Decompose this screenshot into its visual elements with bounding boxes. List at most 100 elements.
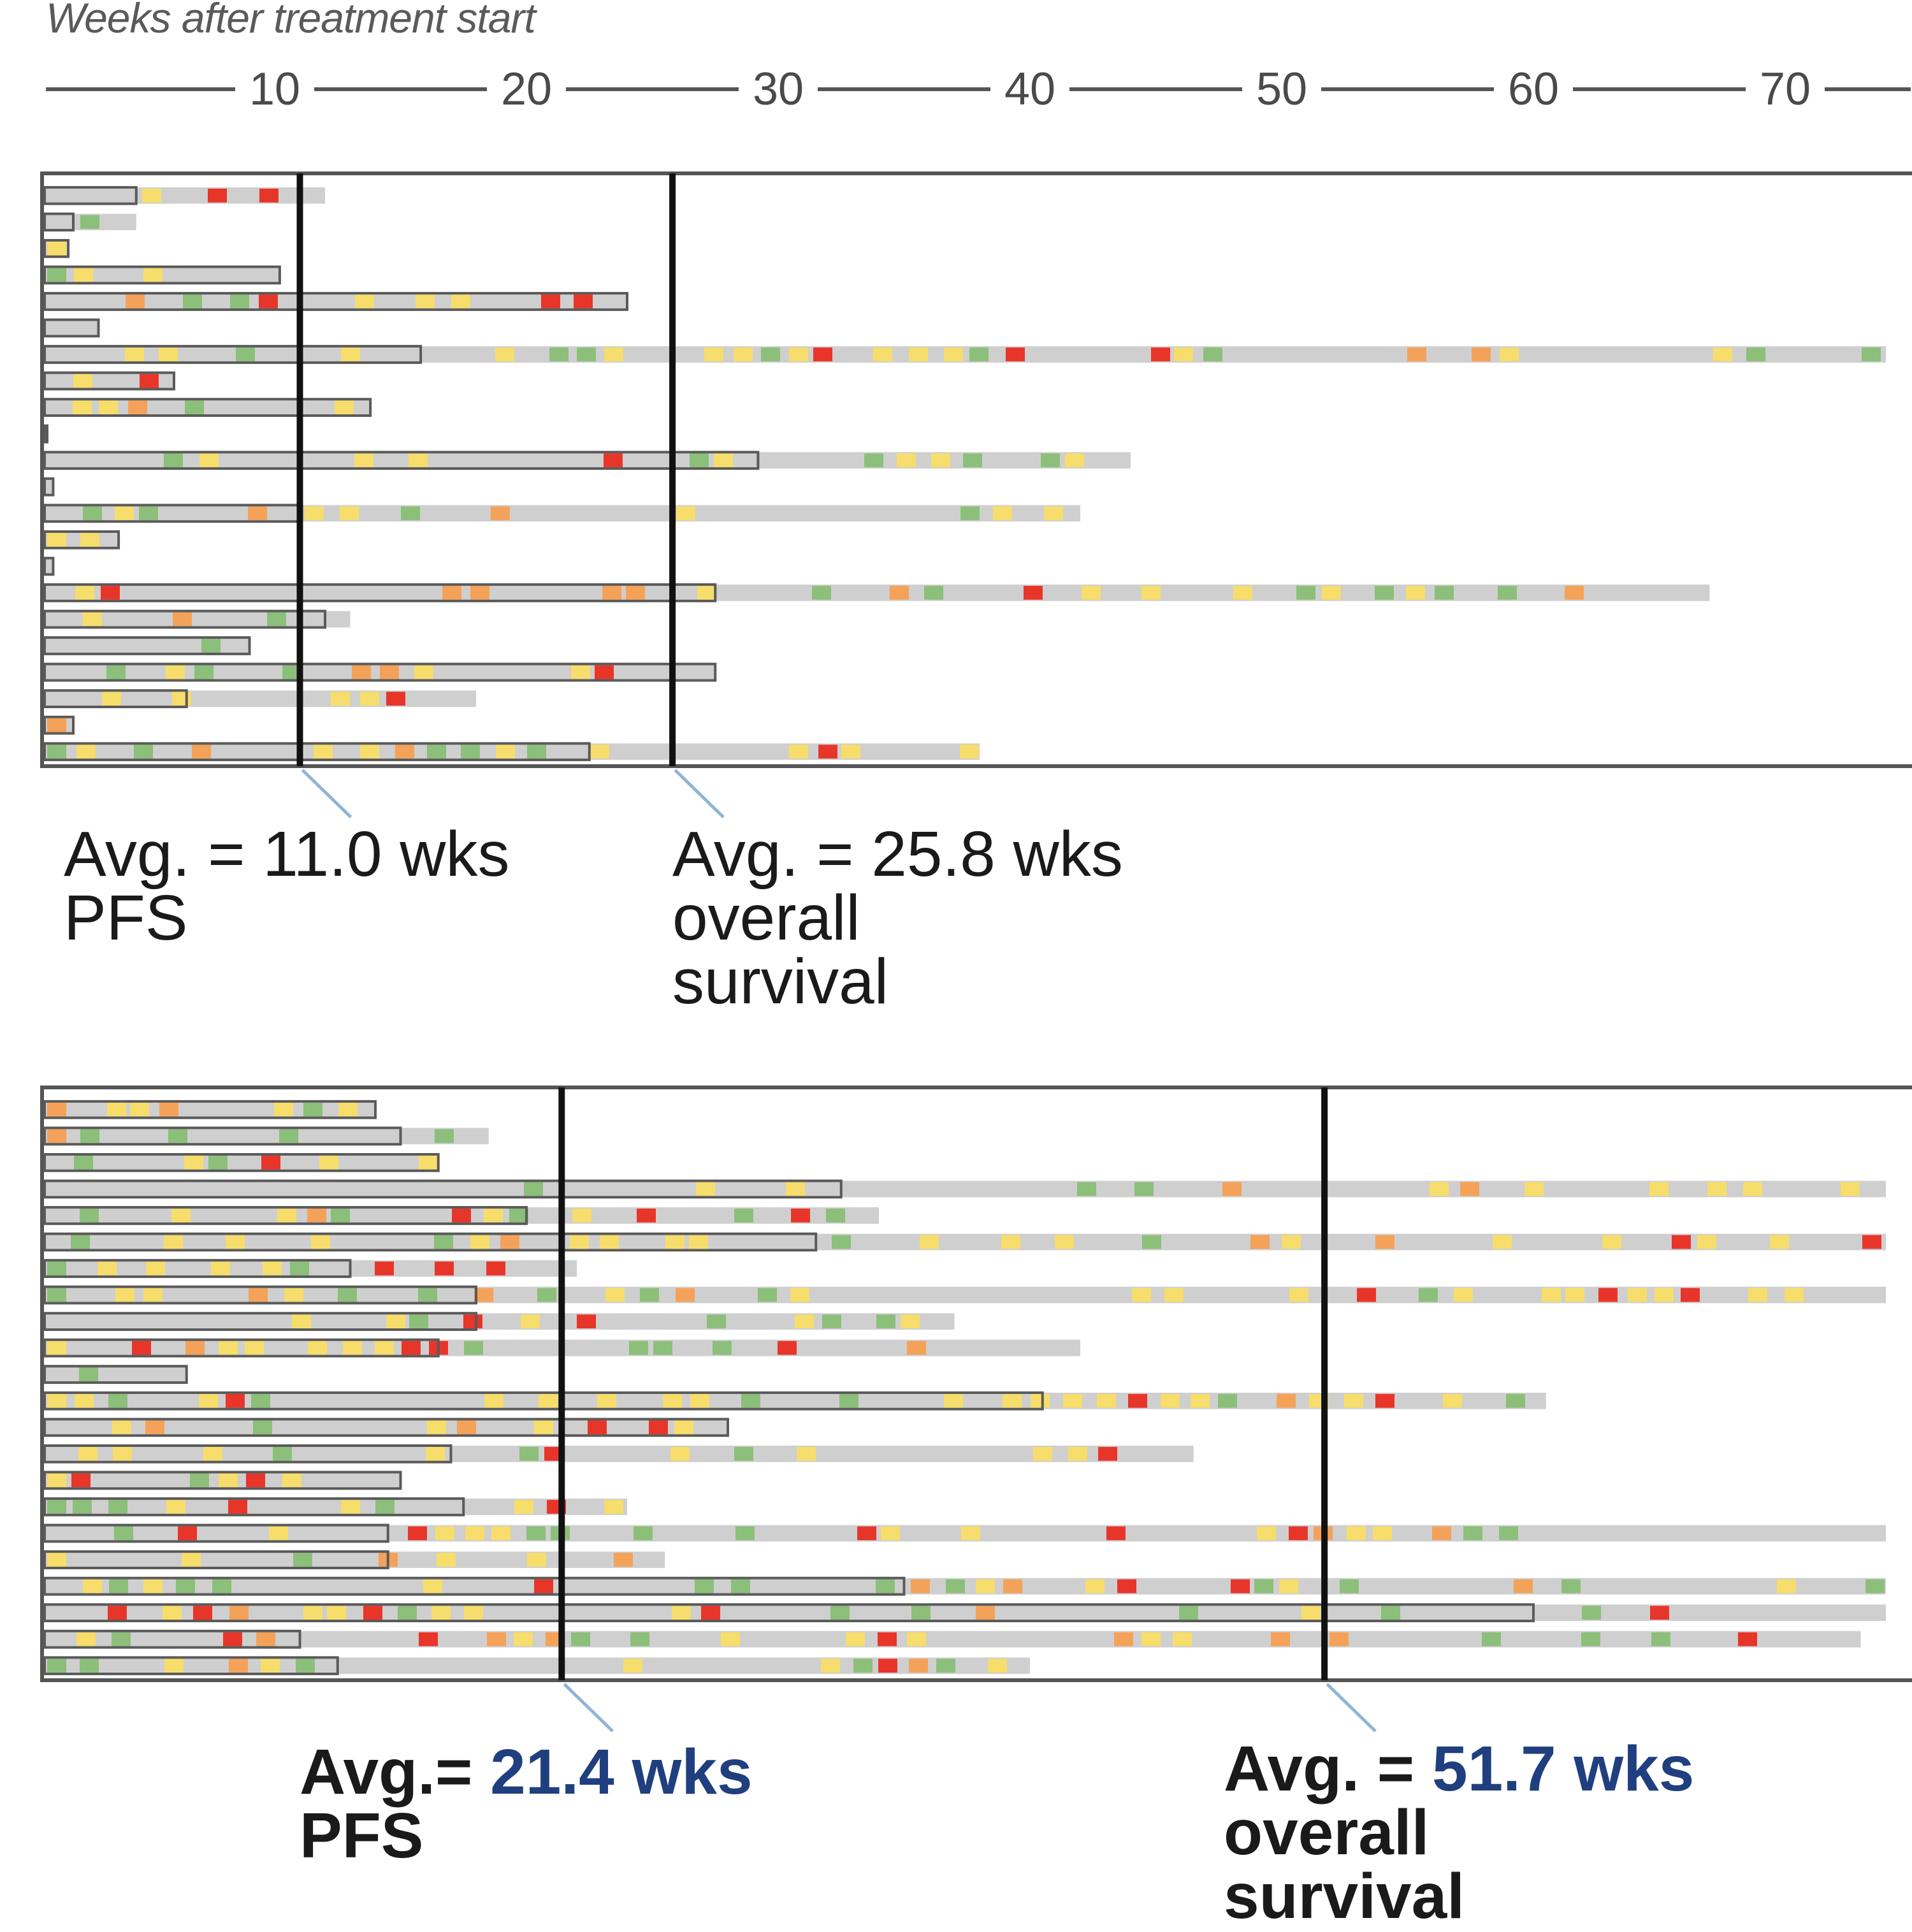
- visit-cell: [500, 1235, 519, 1249]
- visit-cell: [226, 1393, 245, 1408]
- visit-cell: [704, 347, 723, 361]
- visit-cell: [78, 1446, 98, 1461]
- visit-cell: [822, 1314, 841, 1329]
- visit-cell: [1141, 586, 1161, 600]
- visit-cell: [47, 1129, 66, 1144]
- visit-cell: [47, 718, 66, 732]
- visit-cell: [208, 188, 227, 203]
- visit-cell: [1748, 1288, 1767, 1302]
- visit-cell: [80, 1129, 99, 1144]
- visit-cell: [519, 1446, 539, 1461]
- visit-cell: [944, 347, 963, 361]
- visit-cell: [249, 1288, 268, 1302]
- visit-cell: [600, 1235, 619, 1249]
- pfs-outline: [43, 1497, 465, 1516]
- visit-cell: [212, 1579, 231, 1594]
- pfs-outline: [43, 424, 48, 444]
- visit-cell: [107, 1102, 126, 1117]
- os-bar: [45, 1128, 489, 1145]
- visit-cell: [1430, 1182, 1449, 1196]
- pfs-outline: [43, 1100, 377, 1119]
- visit-cell: [199, 1393, 218, 1408]
- visit-cell: [946, 1579, 965, 1594]
- visit-cell: [113, 1446, 132, 1461]
- visit-cell: [876, 1314, 895, 1329]
- visit-cell: [571, 665, 590, 679]
- visit-cell: [695, 1579, 714, 1594]
- visit-cell: [163, 1606, 182, 1620]
- visit-cell: [251, 1393, 270, 1408]
- visit-cell: [1460, 1182, 1479, 1196]
- visit-cell: [670, 1446, 690, 1461]
- x-tick-label: 30: [753, 64, 804, 115]
- visit-cell: [572, 1209, 591, 1223]
- visit-cell: [182, 1553, 201, 1567]
- visit-cell: [1068, 1446, 1087, 1461]
- visit-cell: [527, 1553, 546, 1567]
- visit-cell: [1738, 1632, 1757, 1646]
- visit-cell: [431, 1606, 451, 1620]
- pfs-outline: [43, 1312, 477, 1332]
- visit-cell: [890, 586, 909, 600]
- visit-cell: [881, 1526, 900, 1541]
- visit-cell: [173, 612, 192, 627]
- visit-cell: [236, 347, 255, 361]
- visit-cell: [112, 1420, 131, 1435]
- visit-cell: [818, 744, 837, 759]
- os-leader-line: [674, 769, 725, 818]
- x-tick-label: 50: [1256, 64, 1307, 115]
- visit-cell: [672, 1606, 691, 1620]
- pfs-outline: [43, 1656, 339, 1676]
- visit-cell: [164, 1659, 184, 1673]
- visit-cell: [812, 586, 831, 600]
- visit-cell: [484, 1209, 503, 1223]
- pfs-outline: [43, 1550, 389, 1569]
- visit-cell: [423, 1579, 442, 1594]
- visit-cell: [1250, 1235, 1270, 1249]
- visit-cell: [1500, 347, 1519, 361]
- visit-cell: [846, 1632, 865, 1646]
- visit-cell: [80, 1209, 99, 1223]
- visit-cell: [1277, 1393, 1296, 1408]
- visit-cell: [640, 1288, 659, 1302]
- pfs-outline: [43, 1152, 440, 1172]
- visit-cell: [308, 1340, 327, 1355]
- visit-cell: [960, 744, 979, 759]
- visit-cell: [1098, 1446, 1117, 1461]
- visit-cell: [143, 268, 163, 282]
- pfs-outline: [43, 1523, 389, 1543]
- visit-cell: [229, 1659, 248, 1673]
- visit-cell: [140, 374, 159, 388]
- visit-cell: [988, 1659, 1007, 1673]
- visit-cell: [172, 692, 191, 706]
- visit-cell: [909, 347, 928, 361]
- visit-cell: [427, 1420, 446, 1435]
- visit-cell: [375, 1340, 394, 1355]
- os-bar: [45, 1313, 955, 1330]
- visit-cell: [1142, 1235, 1161, 1249]
- visit-cell: [303, 1606, 322, 1620]
- visit-cell: [761, 347, 780, 361]
- visit-cell: [166, 1500, 185, 1514]
- visit-cell: [841, 744, 860, 759]
- visit-cell: [1289, 1288, 1308, 1302]
- visit-cell: [1203, 347, 1222, 361]
- visit-cell: [1282, 1235, 1301, 1249]
- visit-cell: [1865, 1579, 1885, 1594]
- visit-cell: [731, 1579, 750, 1594]
- visit-cell: [1770, 1235, 1789, 1249]
- visit-cell: [1525, 1182, 1544, 1196]
- pfs-leader-line: [301, 769, 352, 818]
- visit-cell: [395, 744, 414, 759]
- visit-cell: [696, 1182, 715, 1196]
- os-bar: [45, 1101, 375, 1118]
- visit-cell: [1134, 1182, 1154, 1196]
- visit-cell: [1003, 1579, 1022, 1594]
- os-bar: [45, 1445, 1194, 1462]
- visit-cell: [795, 1314, 814, 1329]
- visit-cell: [335, 400, 354, 415]
- os-bar: [45, 1392, 1546, 1409]
- visit-cell: [419, 1632, 438, 1646]
- visit-cell: [534, 1420, 553, 1435]
- pfs-outline: [43, 583, 717, 602]
